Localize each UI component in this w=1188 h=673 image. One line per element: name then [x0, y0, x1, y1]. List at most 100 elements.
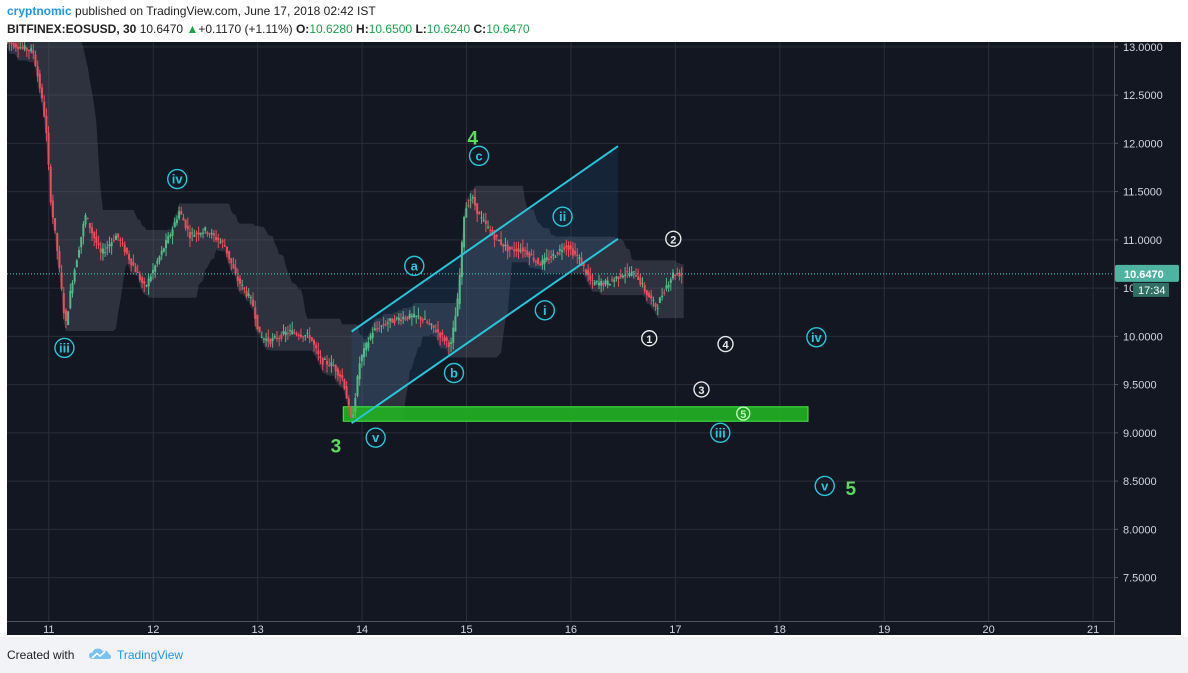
wave-label-text: v [821, 478, 829, 493]
price-tick-label: 12.5000 [1123, 90, 1163, 102]
author-link[interactable]: cryptnomic [7, 4, 72, 18]
candle-body [75, 260, 78, 268]
support-zone [342, 406, 809, 422]
candle-body [175, 219, 178, 224]
candle-body [291, 330, 294, 334]
candle-body [191, 232, 194, 234]
tradingview-brand[interactable]: TradingView [117, 648, 184, 662]
candle-body [312, 340, 315, 345]
candle-body [611, 279, 614, 281]
candle-body [208, 233, 211, 235]
time-axis[interactable]: 11 12 13 14 15 16 17 18 19 20 21 [7, 621, 1114, 636]
candle-body [69, 291, 72, 309]
candle-body [162, 248, 165, 252]
candle-body [239, 278, 242, 285]
candle-body [423, 318, 426, 320]
price-tick-label: 7.5000 [1123, 573, 1157, 585]
candle-body [334, 365, 337, 372]
candle-body [145, 285, 148, 287]
candle-body [232, 264, 235, 269]
candle-body [648, 292, 651, 298]
candle-body [526, 250, 529, 255]
candle-body [561, 250, 564, 252]
candle-body [169, 234, 172, 237]
candle-body [108, 244, 111, 247]
candle-body [282, 331, 285, 334]
candles [6, 38, 683, 419]
candle-body [371, 332, 374, 338]
candle-body [652, 299, 655, 301]
candle-body [404, 318, 407, 320]
candle-body [587, 269, 590, 276]
candle-body [593, 282, 596, 285]
candle-body [654, 303, 657, 308]
candle-body [543, 257, 546, 264]
wave-label-circle [365, 427, 386, 448]
candle-body [223, 245, 226, 247]
candle-body [369, 335, 372, 340]
candle-body [367, 342, 370, 349]
candle-body [99, 248, 102, 253]
wave-label-text: iii [59, 340, 70, 355]
candle-body [502, 243, 505, 247]
candle-body [326, 360, 329, 365]
price-channel[interactable] [351, 145, 619, 424]
candle-body [58, 250, 61, 269]
candle-body [271, 338, 274, 341]
price-change: +0.1170 (+1.11%) [198, 22, 293, 36]
candle-body [580, 258, 583, 266]
candle-body [395, 317, 398, 319]
candle-body [469, 199, 472, 201]
price-tick-label: 11.5000 [1123, 187, 1162, 199]
candle-body [45, 115, 48, 134]
candle-body [95, 236, 98, 244]
close-label: C: [473, 22, 487, 36]
chart-area[interactable]: iii iv 3 v a b 4 c i ii 1 2 3 4 5 iii iv v 5 13.0000 12.500… [6, 35, 1181, 636]
candle-body [678, 272, 681, 277]
high-label: H: [356, 22, 369, 36]
price-axis[interactable]: 13.000012.500012.000011.500011.000010.50… [1114, 42, 1181, 635]
candle-body [426, 321, 429, 323]
candle-body [445, 337, 448, 341]
close-value: 10.6470 [486, 22, 530, 36]
candle-body [402, 316, 405, 320]
candle-body [674, 274, 677, 276]
candle-body [482, 219, 485, 221]
candle-body [321, 358, 324, 365]
candle-body [339, 374, 342, 377]
candle-body [441, 332, 444, 335]
last-price: 10.6470 [139, 22, 184, 36]
wave-label-text: ii [559, 209, 566, 224]
candle-body [254, 307, 257, 319]
chart-background [7, 42, 1181, 635]
candle-body [558, 248, 561, 251]
candle-body [480, 217, 483, 219]
candle-body [443, 337, 446, 342]
candle-body [497, 240, 500, 242]
candle-body [206, 232, 209, 235]
candle-body [134, 266, 137, 273]
candle-body [643, 285, 646, 292]
candle-body [12, 42, 15, 48]
candle-body [241, 284, 244, 286]
candle-body [473, 196, 476, 206]
candle-body [356, 376, 359, 396]
candle-body [215, 236, 218, 241]
candle-body [628, 273, 631, 276]
candle-body [676, 272, 679, 274]
candle-body [310, 337, 313, 341]
candle-body [567, 245, 570, 251]
time-tick-label: 11 [43, 624, 54, 635]
candle-body [234, 267, 237, 274]
candle-body [245, 290, 248, 297]
candle-body [51, 200, 54, 218]
candle-body [297, 334, 300, 337]
candle-body [62, 293, 65, 314]
candle-body [452, 327, 455, 343]
created-with-text: Created with [7, 648, 75, 662]
time-tick-label: 21 [1087, 624, 1099, 635]
candle-body [378, 328, 381, 330]
candle-body [454, 315, 457, 332]
